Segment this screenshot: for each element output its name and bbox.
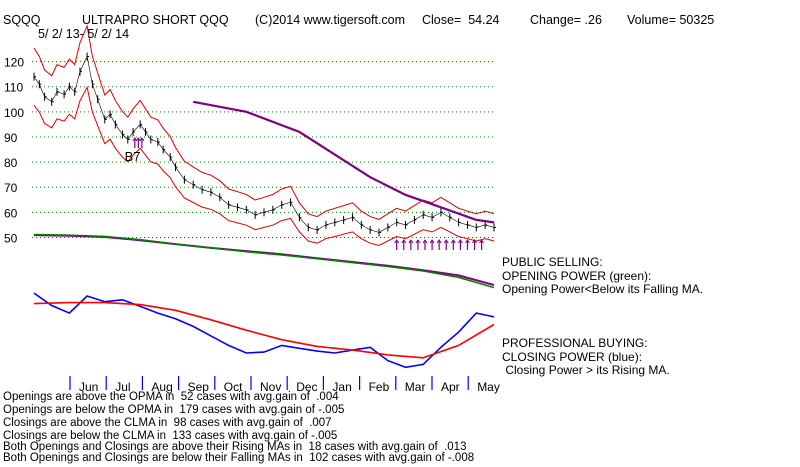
signal-arrow-head bbox=[450, 239, 456, 244]
x-tick-label: Nov bbox=[260, 380, 281, 394]
closing-power-panel bbox=[33, 292, 495, 369]
y-tick-label: 70 bbox=[4, 181, 18, 195]
x-tick-label: Aug bbox=[151, 380, 172, 394]
signal-arrow-head bbox=[457, 239, 463, 244]
signal-arrow-head bbox=[132, 137, 138, 142]
closing-power-title: CLOSING POWER (blue): bbox=[502, 350, 643, 364]
signal-arrow-head bbox=[472, 239, 477, 244]
signal-arrow-head bbox=[408, 239, 414, 244]
stat-line: Both Openings and Closings are above the… bbox=[3, 441, 467, 453]
grid-lines bbox=[32, 61, 494, 238]
lower-band bbox=[33, 85, 495, 247]
x-tick-label: Jan bbox=[332, 380, 351, 394]
stat-line: Openings are above the OPMA in 52 cases … bbox=[3, 391, 339, 403]
y-tick-label: 90 bbox=[4, 131, 18, 145]
opening-power-title: OPENING POWER (green): bbox=[502, 269, 652, 283]
signal-arrow-head bbox=[422, 239, 428, 244]
signal-arrow-head bbox=[135, 137, 141, 142]
copyright: (C)2014 www.tigersoft.com bbox=[255, 13, 406, 27]
signal-arrow-head bbox=[401, 239, 407, 244]
y-tick-labels: 50 60 70 80 90 100 110 120 bbox=[4, 56, 24, 246]
x-tick-label: Dec bbox=[296, 380, 317, 394]
price-line bbox=[33, 55, 495, 233]
y-tick-label: 110 bbox=[4, 81, 23, 95]
signal-arrow-head bbox=[443, 239, 449, 244]
signal-arrow-head bbox=[429, 239, 435, 244]
public-selling-title: PUBLIC SELLING: bbox=[502, 255, 603, 269]
x-tick-label: Oct bbox=[224, 380, 243, 394]
price-series bbox=[33, 52, 496, 237]
band-lines bbox=[33, 24, 495, 247]
y-tick-label: 120 bbox=[4, 56, 24, 70]
x-tick-label: Sep bbox=[188, 380, 210, 394]
change-value: Change= .26 bbox=[530, 13, 602, 27]
upper-band bbox=[33, 24, 495, 220]
y-tick-label: 80 bbox=[4, 156, 18, 170]
signal-arrow-head bbox=[415, 239, 421, 244]
y-tick-label: 60 bbox=[4, 206, 18, 220]
closing-power-ma-line bbox=[33, 301, 495, 359]
buy-signal-arrows bbox=[132, 137, 485, 250]
opening-power-panel bbox=[33, 233, 495, 289]
x-tick-label: Feb bbox=[369, 380, 390, 394]
x-tick-label: Jun bbox=[79, 380, 98, 394]
moving-average-series bbox=[192, 100, 495, 224]
signal-arrow-head bbox=[139, 137, 145, 142]
x-tick-label: Apr bbox=[441, 380, 460, 394]
closing-power-note: Closing Power > its Rising MA. bbox=[502, 363, 670, 377]
y-tick-label: 50 bbox=[4, 231, 18, 245]
opening-power-line bbox=[33, 233, 495, 289]
b7-annotation: B7 bbox=[125, 149, 141, 164]
chart-title: ULTRAPRO SHORT QQQ bbox=[82, 13, 229, 27]
stat-line: Openings are below the OPMA in 179 cases… bbox=[3, 404, 345, 416]
moving-average-line bbox=[192, 100, 495, 224]
ticker-symbol: SQQQ bbox=[3, 13, 41, 27]
x-tick-label: Mar bbox=[405, 380, 426, 394]
volume-value: Volume= 50325 bbox=[627, 13, 715, 27]
signal-arrow-head bbox=[394, 239, 400, 244]
signal-arrow-head bbox=[465, 239, 470, 244]
date-range: 5/ 2/ 13- 5/ 2/ 14 bbox=[38, 27, 130, 41]
stat-line: Closings are above the CLMA in 98 cases … bbox=[3, 417, 332, 429]
signal-arrow-head bbox=[436, 239, 442, 244]
stat-line: Both Openings and Closings are below the… bbox=[3, 452, 475, 464]
opening-power-note: Opening Power<Below its Falling MA. bbox=[502, 282, 704, 296]
x-tick-label: May bbox=[477, 380, 500, 394]
closing-power-line bbox=[33, 292, 495, 369]
professional-buying-title: PROFESSIONAL BUYING: bbox=[502, 336, 648, 350]
stat-line: Closings are below the CLMA in 133 cases… bbox=[3, 430, 338, 442]
x-axis: Jun Jul Aug Sep Oct Nov Dec Jan Feb Mar Apr May bbox=[69, 376, 500, 394]
y-tick-label: 100 bbox=[4, 106, 24, 120]
x-tick-label: Jul bbox=[115, 380, 130, 394]
close-value: Close= 54.24 bbox=[422, 13, 500, 27]
signal-arrow-head bbox=[479, 239, 485, 244]
